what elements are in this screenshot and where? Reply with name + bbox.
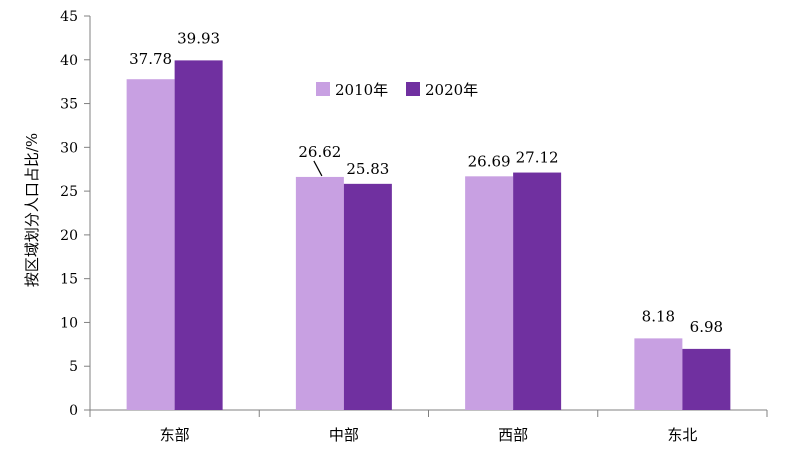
data-label: 37.78	[129, 50, 172, 68]
data-label: 8.18	[642, 307, 675, 325]
y-tick-label: 15	[60, 272, 78, 288]
bar	[465, 176, 514, 410]
data-label: 6.98	[690, 318, 723, 336]
x-tick-label: 东北	[667, 426, 697, 444]
x-tick-label: 西部	[498, 426, 528, 444]
y-tick-label: 45	[60, 9, 78, 25]
y-tick-label: 10	[60, 315, 78, 331]
y-tick-label: 20	[60, 228, 78, 244]
bar	[682, 348, 731, 410]
legend-label: 2010年	[335, 81, 388, 99]
y-tick-label: 35	[60, 97, 78, 113]
legend-label: 2020年	[425, 81, 478, 99]
y-axis-label: 按区域划分人口占比/%	[23, 133, 41, 287]
y-tick-label: 0	[69, 403, 78, 419]
data-label: 25.83	[346, 160, 389, 178]
legend: 2010年 2020年	[316, 81, 478, 99]
legend-swatch	[406, 82, 420, 96]
bars	[126, 60, 731, 411]
axes: 0 5 10 15 20 25 30 35 40 45 东部 中部 西部 东北	[60, 9, 768, 444]
x-tick-label: 中部	[329, 426, 359, 444]
data-label: 27.12	[516, 149, 559, 167]
data-labels: 37.78 26.62 26.69 8.18 39.93 25.83 27.12 6.98	[129, 29, 723, 335]
y-tick-label: 30	[60, 140, 78, 156]
data-label: 26.62	[298, 143, 341, 161]
data-label-leader	[313, 160, 323, 177]
bar	[634, 338, 683, 410]
bar	[513, 172, 562, 410]
data-label: 39.93	[177, 29, 220, 47]
bar	[295, 176, 344, 410]
data-label: 26.69	[468, 152, 511, 170]
bar	[174, 60, 223, 411]
bar	[343, 183, 392, 410]
legend-swatch	[316, 82, 330, 96]
y-tick-label: 25	[60, 184, 78, 200]
y-tick-label: 5	[69, 359, 78, 375]
x-tick-label: 东部	[160, 426, 190, 444]
y-tick-label: 40	[60, 53, 78, 69]
bar	[126, 79, 175, 410]
